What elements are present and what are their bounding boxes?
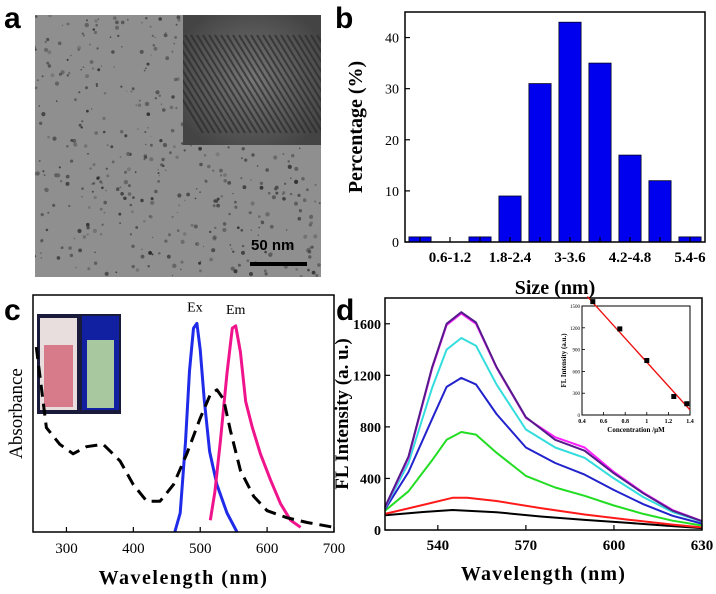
inset-point-4 — [684, 401, 690, 407]
y-tick-label-0: 0 — [392, 236, 399, 251]
inset-fit-line — [586, 296, 691, 411]
spectrum-line-3 — [384, 376, 703, 525]
x-tick-label-5: 3-3.6 — [554, 250, 586, 266]
inset-x-tick-label-2: 0.8 — [621, 419, 629, 425]
inset-x-tick-label-3: 1 — [645, 419, 648, 425]
x-axis-title: Size (nm) — [515, 277, 596, 299]
x-tick-label-3: 630 — [691, 538, 714, 554]
spectrum-line-6 — [384, 311, 703, 523]
y-tick-label-0: 0 — [374, 524, 381, 539]
y-axis-title: Absorbance — [6, 368, 27, 459]
y-tick-label-4: 1600 — [353, 318, 381, 333]
series-label-em: Em — [226, 303, 246, 318]
panel-letter-b: b — [335, 2, 354, 35]
inset-x-tick-label-1: 0.6 — [600, 419, 608, 425]
x-tick-label-2: 500 — [189, 541, 212, 557]
hrtem-inset — [183, 15, 321, 145]
panel-letter-d: d — [336, 294, 355, 327]
y-tick-label-3: 30 — [385, 83, 399, 98]
series-line-ex — [173, 321, 239, 533]
spectrum-line-1 — [384, 496, 703, 529]
spectrum-line-4 — [384, 337, 703, 523]
inset-x-tick-label-4: 1.2 — [665, 419, 673, 425]
inset-point-1 — [617, 326, 623, 332]
x-axis-title: Wavelength (nm) — [461, 563, 626, 585]
histogram-bar-6 — [588, 62, 612, 243]
x-tick-label-2: 600 — [603, 538, 626, 554]
inset-y-tick-label-4: 1200 — [570, 327, 581, 332]
inset-y-axis-title: FL Intensity (a.u.) — [560, 333, 568, 388]
inset-y-tick-label-3: 900 — [573, 349, 581, 354]
inset-y-tick-label-0: 0 — [578, 414, 581, 419]
x-tick-label-9: 5.4-6 — [674, 250, 706, 266]
cuvette-uv-solution — [87, 340, 114, 408]
scale-bar — [250, 262, 307, 266]
series-line-em — [208, 324, 302, 529]
y-tick-label-4: 40 — [385, 32, 399, 47]
y-tick-label-2: 20 — [385, 134, 399, 149]
x-tick-label-0: 300 — [55, 541, 78, 557]
y-axis-title: Percentage (%) — [345, 61, 367, 193]
plot-frame — [384, 297, 703, 531]
histogram-bar-7 — [618, 154, 642, 243]
inset-point-3 — [671, 393, 677, 399]
panel-letter-c: c — [4, 294, 21, 327]
inset-x-tick-label-5: 1.4 — [686, 419, 694, 425]
y-tick-label-3: 1200 — [353, 369, 381, 384]
histogram-bar-5 — [558, 21, 582, 243]
lattice-fringes — [183, 15, 321, 145]
cuvette-daylight-solution — [44, 345, 73, 407]
x-tick-label-1: 0.6-1.2 — [429, 250, 472, 266]
plot-frame — [32, 294, 335, 533]
x-tick-label-1: 570 — [515, 538, 538, 554]
x-tick-label-1: 400 — [122, 541, 145, 557]
scale-bar-label: 50 nm — [251, 237, 295, 254]
plot-frame — [404, 11, 706, 243]
cuvette-photo — [37, 314, 121, 414]
size-histogram: 0 10 20 30 40 0.6-1.2 1.8-2.4 3-3.6 4.2-4.8 5.4-6… — [345, 11, 706, 299]
inset-y-tick-label-2: 600 — [573, 370, 581, 375]
inset-x-tick-label-0: 0.4 — [578, 419, 586, 425]
y-axis-title: FL Intensity (a. u.) — [332, 338, 353, 490]
tem-micrograph: 50 nm — [35, 15, 321, 277]
inset-x-axis-title: Concentration /μM — [607, 426, 665, 434]
x-tick-label-3: 600 — [256, 541, 279, 557]
histogram-bar-4 — [528, 83, 552, 243]
spectrum-line-0 — [384, 509, 703, 530]
inset-y-tick-label-1: 300 — [573, 392, 581, 397]
inset-y-tick-label-5: 1500 — [570, 305, 581, 310]
x-tick-label-7: 4.2-4.8 — [609, 250, 652, 266]
y-tick-label-1: 400 — [360, 472, 381, 487]
series-label-ex: Ex — [187, 300, 203, 315]
x-tick-label-4: 700 — [323, 541, 345, 557]
spectra-chart: Ex Em 300 400 500 600 700 Wavelength (nm) Absorb… — [6, 294, 345, 589]
y-tick-label-1: 10 — [385, 185, 399, 200]
histogram-bar-8 — [648, 180, 672, 243]
x-tick-label-3: 1.8-2.4 — [489, 250, 532, 266]
spectrum-line-2 — [384, 431, 703, 527]
tem-nanoparticles — [35, 15, 321, 277]
inset-chart: 0 300 600 900 1200 1500 0.4 0.6 0.8 1 1.2 1.4 Concen… — [560, 296, 694, 434]
y-tick-label-2: 800 — [360, 421, 381, 436]
x-tick-label-0: 540 — [427, 538, 450, 554]
series-line-absorbance — [34, 346, 335, 529]
x-axis-title: Wavelength (nm) — [99, 567, 269, 589]
panel-letter-a: a — [4, 2, 21, 35]
inset-point-2 — [644, 358, 650, 363]
inset-point-0 — [590, 299, 596, 305]
histogram-bar-3 — [498, 195, 522, 243]
